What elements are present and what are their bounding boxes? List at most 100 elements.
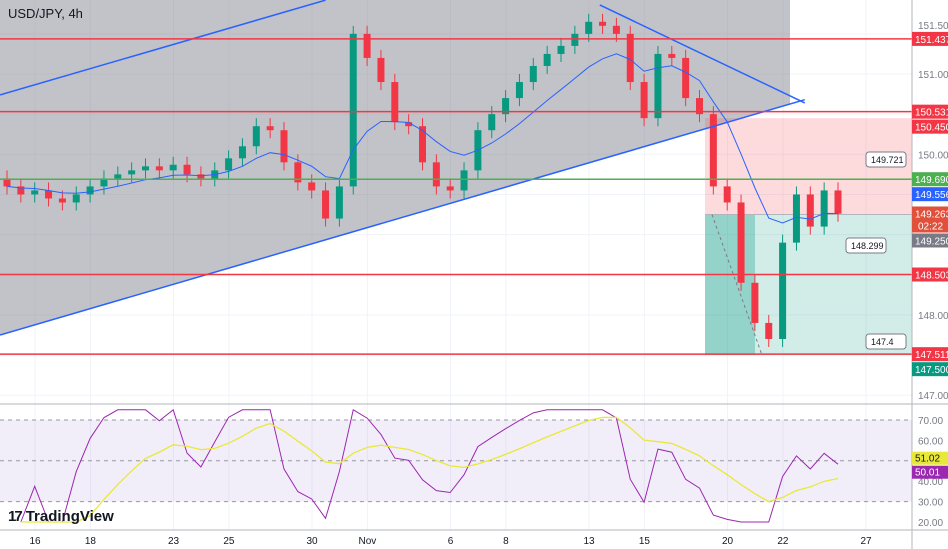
candle-body [419, 126, 426, 163]
channel-shade [0, 0, 790, 335]
price-badge: 149.250 [915, 236, 948, 247]
candle-body [571, 33, 579, 46]
candle-body [72, 194, 80, 203]
candle-body [779, 242, 787, 339]
level-badge: 148.503 [915, 271, 948, 282]
rsi-tick: 30.00 [918, 498, 943, 509]
trendline [599, 4, 806, 104]
candle-body [765, 322, 773, 339]
candle-body [668, 53, 676, 58]
price-badge: 149.556 [915, 190, 948, 201]
level-badge-bg [912, 104, 948, 119]
candle-body [612, 25, 620, 34]
price-badge-bg [912, 362, 948, 377]
candle-body [155, 166, 163, 171]
candle-body [252, 126, 260, 147]
candle-body [834, 190, 842, 214]
candle-body [169, 164, 177, 171]
candle-body [183, 164, 191, 175]
level-badge: 151.437 [915, 35, 948, 46]
candle-body [377, 57, 385, 83]
trendline [0, 98, 805, 336]
brand-name: TradingView [25, 508, 114, 525]
candle-body [488, 114, 496, 131]
price-badge-bg [912, 119, 948, 134]
rsi-badge: 50.01 [915, 468, 940, 479]
time-tick: 22 [777, 536, 789, 547]
candle-body [599, 21, 607, 26]
rsi-ma-line [20, 416, 839, 523]
candle-body [405, 122, 413, 127]
candle-body [432, 162, 440, 187]
candle-body [502, 98, 510, 115]
candle-body [349, 33, 357, 187]
candle-body [322, 190, 330, 219]
chart-title: USD/JPY, 4h [8, 6, 83, 21]
candle-body [391, 82, 399, 123]
candle-body [266, 126, 274, 131]
price-tick: 147.000 [918, 391, 948, 402]
price-badge: 147.500 [915, 365, 948, 376]
position-label: 147.4 [871, 337, 894, 347]
candle-body [696, 98, 703, 115]
rsi-ma-badge-bg [912, 451, 948, 465]
candle-body [100, 178, 108, 187]
tradingview-logo: 17 TradingView [8, 508, 114, 525]
candle-body [626, 33, 634, 83]
candle-body [654, 53, 662, 119]
candle-body [820, 190, 828, 227]
time-tick: 27 [860, 536, 872, 547]
position-label: 148.299 [851, 241, 884, 251]
price-tick: 148.000 [918, 311, 948, 322]
candle-body [114, 174, 122, 179]
candle-body [142, 166, 149, 171]
time-tick: 25 [223, 536, 235, 547]
time-tick: 15 [639, 536, 651, 547]
time-tick: 16 [29, 536, 41, 547]
price-tick: 150.000 [918, 150, 948, 161]
countdown: 02:22 [918, 221, 943, 232]
price-badge-bg [912, 233, 948, 248]
candle-body [86, 186, 94, 195]
target-zone-filled [705, 214, 755, 356]
position-label-box [865, 333, 907, 350]
candle-body [446, 186, 454, 191]
level-badge-bg [912, 347, 948, 362]
candle-body [363, 33, 371, 58]
candle-body [806, 194, 814, 227]
level-badge: 147.511 [915, 350, 948, 361]
candle-body [58, 198, 66, 203]
candle-body [308, 182, 316, 191]
time-tick: 30 [306, 536, 318, 547]
candle-body [45, 190, 53, 199]
time-tick: 20 [722, 536, 734, 547]
candle-body [723, 186, 731, 203]
candle-body [543, 53, 551, 66]
time-tick: 8 [503, 536, 509, 547]
time-tick: 23 [168, 536, 180, 547]
candle-body [737, 202, 745, 283]
level-badge: 149.690 [915, 175, 948, 186]
candle-body [709, 114, 717, 187]
candle-body [17, 186, 25, 195]
position-label: 149.721 [871, 155, 904, 165]
candle-body [751, 282, 759, 323]
current-price: 149.263 [915, 209, 948, 220]
position-label-box [845, 237, 887, 254]
candle-body [529, 65, 537, 83]
rsi-badge-bg [912, 465, 948, 479]
price-badge-bg [912, 187, 948, 202]
price-tick: 151.500 [918, 21, 948, 32]
time-tick: 6 [448, 536, 454, 547]
candle-body [280, 130, 288, 163]
trade-path [711, 214, 763, 356]
time-tick: 13 [583, 536, 595, 547]
time-tick: Nov [359, 536, 377, 547]
rsi-line [20, 408, 839, 523]
candle-body [335, 186, 343, 219]
candle-body [682, 57, 690, 99]
candle-body [31, 190, 39, 195]
rsi-ma-badge: 51.02 [915, 454, 940, 465]
